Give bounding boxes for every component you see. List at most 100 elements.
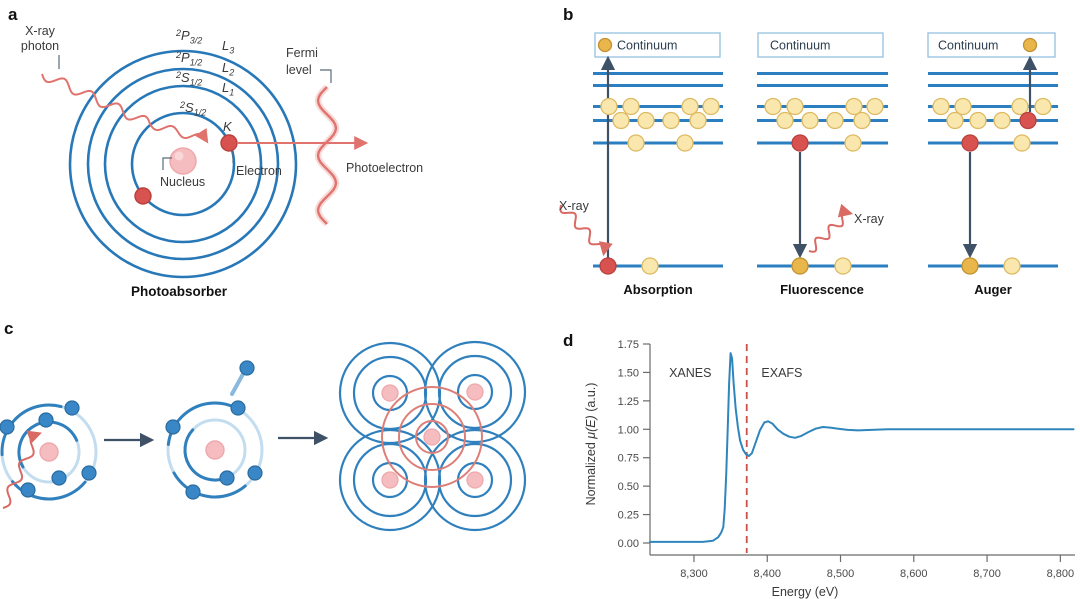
nucleus-dot [466,471,484,489]
electron-dot [219,470,235,486]
electron-dot [689,111,707,130]
electron-dot [622,97,640,116]
continuum-label: Continuum [938,39,998,53]
electron-dot [637,111,655,130]
nucleus-dot [169,147,197,175]
k-shell-electron-dot [220,134,238,152]
electron-dot [185,484,201,500]
y-tick-label: 1.25 [618,396,639,408]
continuum-box [594,32,721,58]
electron-dot [247,465,263,481]
photoelectron-wave-circle [415,420,449,454]
y-axis-title: Normalized μ(E) (a.u.) [584,383,598,506]
shell-label-L3: L3 [222,38,234,56]
photoabsorber-caption: Photoabsorber [131,284,228,299]
electron-dot [681,97,699,116]
y-tick-label: 1.50 [618,367,639,379]
hole-dot [599,257,617,275]
panel-c-letter: c [4,319,13,338]
y-tick-label: 0.25 [618,510,639,522]
term-label-2S1/2-L1: 2S1/2 [175,70,202,88]
x-tick-label: 8,300 [680,568,708,580]
panel-c: c [0,319,527,532]
electron-dot [81,465,97,481]
electron-dot [1011,97,1029,116]
backscattered-wave-circle [437,354,513,430]
electron-dot [786,97,804,116]
continuum-electron-dot [1022,37,1038,53]
second-electron-dot [134,187,152,205]
panel-b-letter: b [563,5,573,24]
nucleus-highlight [174,151,184,161]
level-diagram-fluorescence: X-ray Continuum Fluorescence [757,32,888,297]
scattering-lattice [338,340,527,532]
shell-label-L1: L1 [222,80,234,98]
electron-dot [662,111,680,130]
electron-dot [961,257,979,275]
nucleus-label: Nucleus [160,175,205,189]
electron-dot [676,134,694,152]
shell-label-K: K [223,119,233,134]
backscattered-wave-circle [423,340,527,444]
diagram-caption: Fluorescence [780,282,864,297]
hole-dot [1019,111,1037,130]
fermi-label-connector [320,69,332,83]
backscattered-wave-circle [423,428,527,532]
xanes-region-label: XANES [669,366,711,380]
ejected-electron-trail [230,372,245,396]
x-tick-label: 8,800 [1047,568,1075,580]
electron-dot [834,257,852,275]
panel-a-letter: a [8,5,18,24]
electron-dot [932,97,950,116]
neighbor-atom [423,340,527,444]
fermi-label-line1: Fermi [286,46,318,60]
term-label-2P1/2: 2P1/2 [175,50,202,68]
nucleus-label-connector [162,157,172,170]
panel-b: b X-ray Continuum Absorption X-ray Continuum… [559,5,1058,297]
continuum-label: Continuum [770,39,830,53]
xray-photon-label-line1: X-ray [25,24,56,38]
xray-label: X-ray [559,199,590,213]
electron-dot [845,97,863,116]
level-diagram-auger: Continuum Auger [927,32,1058,297]
nucleus-dot [381,384,399,402]
term-label-2S1/2-K: 2S1/2 [179,100,206,118]
photoelectron-wave-circle [381,386,483,488]
nucleus-dot [381,471,399,489]
electron-dot [20,482,36,498]
x-tick-label: 8,600 [900,568,928,580]
electron-dot [51,470,67,486]
atom-before-ejection [0,400,98,509]
energy-level-diagrams: X-ray Continuum Absorption X-ray Continuum Fl… [559,32,1058,297]
electron-dot [612,111,630,130]
x-tick-label: 8,700 [973,568,1001,580]
electron-dot [969,111,987,130]
y-tick-label: 0.50 [618,481,639,493]
incoming-xray-wave-icon [2,430,42,509]
electron-dot [1013,134,1031,152]
xray-wave-icon [808,203,854,253]
backscattered-wave-circle [437,442,513,518]
term-label-2P3/2: 2P3/2 [175,28,202,46]
x-tick-label: 8,500 [827,568,855,580]
diagram-caption: Auger [974,282,1012,297]
outer-shell-dark [166,401,264,499]
ejected-electron-dot [239,360,255,376]
xray-photon-label-line2: photon [21,39,59,53]
shell-L1-circle [103,84,263,244]
outer-shell-dark [0,403,98,501]
y-tick-label: 0.00 [618,538,639,550]
backscattered-wave-circle [456,373,494,411]
panel-a: a X-ray photon 2P3/2 2P1/2 2S1/2 2S1/2 L… [8,5,423,299]
electron-dot [64,400,80,416]
electron-dot [600,97,618,116]
photoelectron-label: Photoelectron [346,161,423,175]
xray-wave-icon [559,204,613,257]
continuum-box [757,32,884,58]
level-diagram-absorption: X-ray Continuum Absorption [559,32,723,297]
electron-dot [1003,257,1021,275]
neighbor-atom [423,428,527,532]
electron-dot [866,97,884,116]
photoelectron-wave-circle [398,403,466,471]
